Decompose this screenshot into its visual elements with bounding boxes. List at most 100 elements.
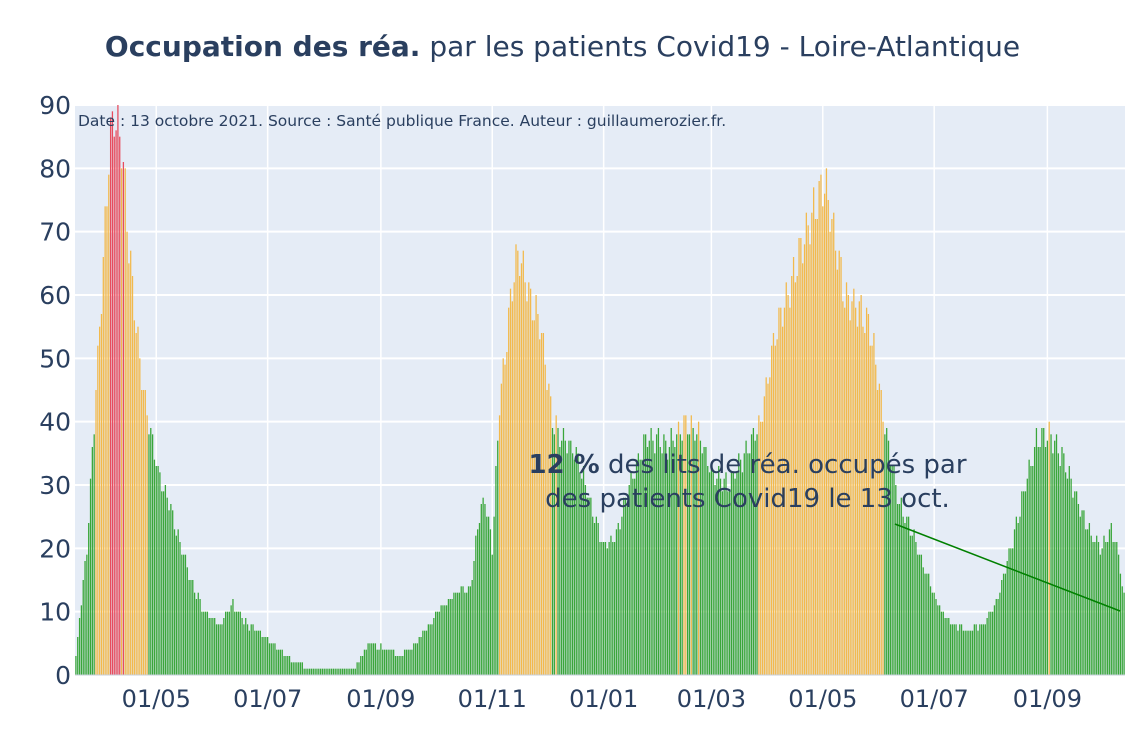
bar bbox=[886, 428, 888, 675]
bar bbox=[343, 668, 345, 675]
bar bbox=[172, 510, 174, 675]
bar bbox=[497, 440, 499, 675]
bar bbox=[290, 662, 293, 675]
bar bbox=[482, 497, 484, 675]
bar bbox=[559, 447, 561, 675]
bar bbox=[926, 573, 928, 675]
bar bbox=[676, 434, 678, 675]
bar bbox=[913, 529, 915, 675]
bar bbox=[533, 320, 535, 675]
bar bbox=[170, 504, 172, 675]
bar bbox=[1108, 529, 1111, 675]
bar bbox=[281, 649, 283, 675]
bar bbox=[431, 624, 433, 675]
bar bbox=[265, 637, 267, 675]
bar bbox=[829, 231, 831, 675]
bar bbox=[363, 649, 366, 675]
bar bbox=[902, 516, 904, 675]
bar bbox=[374, 643, 377, 675]
bar bbox=[939, 605, 941, 675]
bar bbox=[1054, 440, 1056, 675]
bar bbox=[1065, 472, 1067, 675]
bar bbox=[984, 624, 986, 675]
bar bbox=[117, 105, 119, 675]
bar bbox=[190, 580, 192, 675]
bar bbox=[592, 516, 594, 675]
bar bbox=[551, 428, 554, 675]
bar bbox=[688, 434, 691, 675]
bar bbox=[199, 599, 201, 675]
bar bbox=[981, 624, 983, 675]
chart-title-bold: Occupation des réa. bbox=[104, 30, 421, 63]
bar bbox=[192, 580, 194, 675]
bar bbox=[312, 668, 314, 675]
bar bbox=[354, 668, 356, 675]
bar bbox=[203, 611, 205, 675]
bar bbox=[367, 643, 369, 675]
bar bbox=[88, 523, 90, 675]
bar bbox=[610, 535, 612, 675]
bar bbox=[150, 428, 152, 675]
chart-title: Occupation des réa. par les patients Cov… bbox=[0, 30, 1125, 63]
bar bbox=[458, 592, 461, 675]
bar bbox=[1077, 504, 1080, 675]
bar bbox=[445, 605, 448, 675]
bar bbox=[712, 472, 714, 675]
bar bbox=[272, 643, 274, 675]
bar bbox=[1116, 542, 1118, 675]
bar bbox=[825, 168, 828, 676]
bar bbox=[867, 314, 870, 675]
bar bbox=[1121, 586, 1123, 675]
bar bbox=[1110, 523, 1112, 675]
bar bbox=[895, 485, 897, 675]
bar bbox=[880, 390, 882, 675]
bar bbox=[493, 516, 495, 675]
bar bbox=[1072, 497, 1074, 675]
x-tick-label: 01/01 bbox=[569, 685, 638, 713]
bar bbox=[617, 523, 619, 675]
bar bbox=[855, 307, 857, 675]
bar bbox=[151, 434, 154, 675]
bar bbox=[387, 649, 389, 675]
bar bbox=[679, 434, 681, 675]
bar bbox=[195, 599, 198, 675]
bar bbox=[811, 212, 813, 675]
bar bbox=[542, 333, 545, 675]
bar bbox=[210, 618, 212, 675]
bar bbox=[785, 282, 787, 675]
bar bbox=[915, 542, 917, 675]
bar bbox=[577, 453, 579, 675]
y-tick-label: 90 bbox=[39, 91, 71, 120]
bar bbox=[701, 453, 703, 675]
bar bbox=[561, 440, 563, 675]
bar bbox=[102, 257, 104, 675]
x-tick-label: 01/07 bbox=[233, 685, 302, 713]
bar bbox=[234, 611, 236, 675]
bar bbox=[738, 453, 740, 675]
bar bbox=[973, 624, 975, 675]
bar bbox=[562, 428, 565, 675]
bar bbox=[524, 282, 526, 675]
bar bbox=[1006, 561, 1008, 675]
bar bbox=[814, 219, 817, 675]
bar bbox=[900, 497, 902, 675]
bar bbox=[473, 561, 475, 675]
bar bbox=[1037, 447, 1039, 675]
bar bbox=[444, 605, 446, 675]
x-tick-label: 01/09 bbox=[1013, 685, 1082, 713]
bar bbox=[1004, 573, 1007, 675]
bar bbox=[1057, 453, 1059, 675]
bar bbox=[643, 434, 645, 675]
bar bbox=[318, 668, 320, 675]
bar bbox=[142, 390, 145, 675]
bar bbox=[732, 472, 734, 675]
annotation-value: 12 % bbox=[528, 450, 600, 480]
bar bbox=[462, 586, 464, 675]
bar bbox=[327, 668, 329, 675]
source-note: Date : 13 octobre 2021. Source : Santé p… bbox=[78, 112, 727, 130]
bar bbox=[263, 637, 265, 675]
bar bbox=[137, 326, 139, 675]
bar bbox=[623, 497, 625, 675]
bar bbox=[389, 649, 391, 675]
bar bbox=[309, 668, 311, 675]
